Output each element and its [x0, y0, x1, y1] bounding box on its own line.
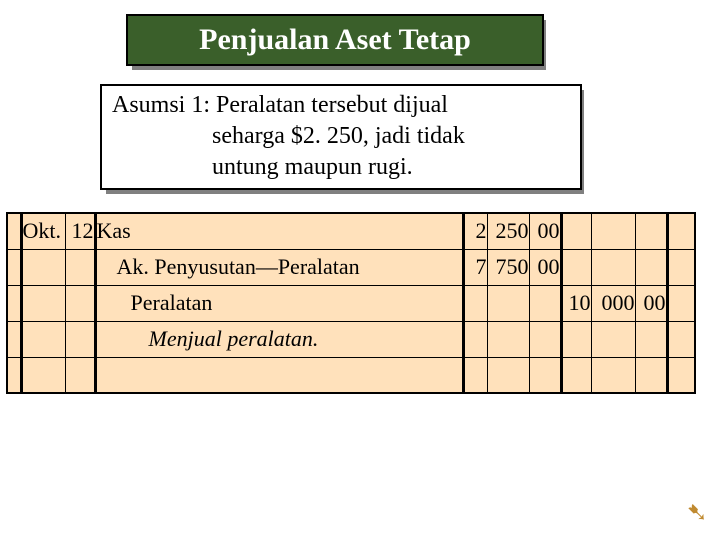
assumption-line2: seharga $2. 250, jadi tidak	[112, 121, 570, 152]
assumption-line1: Asumsi 1: Peralatan tersebut dijual	[112, 90, 570, 121]
table-row: Peralatan1000000	[7, 285, 695, 321]
table-cell	[561, 321, 591, 357]
table-cell	[561, 249, 591, 285]
table-row	[7, 357, 695, 393]
table-cell: 00	[529, 213, 561, 249]
table-cell	[635, 213, 667, 249]
table-cell	[635, 249, 667, 285]
table-cell	[463, 285, 487, 321]
table-cell	[561, 213, 591, 249]
next-arrow-icon: ➷	[686, 498, 708, 528]
assumption-line3: untung maupun rugi.	[112, 152, 570, 183]
table-cell: 10	[561, 285, 591, 321]
table-cell	[667, 249, 695, 285]
table-cell	[667, 285, 695, 321]
assumption-box: Asumsi 1: Peralatan tersebut dijual seha…	[100, 84, 582, 190]
table-row: Okt.12Kas225000	[7, 213, 695, 249]
table-cell	[463, 357, 487, 393]
table-cell	[591, 321, 635, 357]
table-cell: 250	[487, 213, 529, 249]
table-cell	[487, 321, 529, 357]
table-cell: Peralatan	[95, 285, 463, 321]
table-cell	[529, 285, 561, 321]
table-cell	[95, 357, 463, 393]
table-cell	[635, 321, 667, 357]
table-cell: 2	[463, 213, 487, 249]
table-cell: 00	[529, 249, 561, 285]
table-cell	[667, 357, 695, 393]
table-cell	[7, 321, 21, 357]
table-cell: 000	[591, 285, 635, 321]
title-container: Penjualan Aset Tetap	[126, 14, 546, 70]
table-cell: 750	[487, 249, 529, 285]
table-cell: 00	[635, 285, 667, 321]
table-cell	[65, 357, 95, 393]
table-cell	[529, 357, 561, 393]
title-text: Penjualan Aset Tetap	[199, 23, 471, 57]
table-cell	[21, 285, 65, 321]
table-cell	[463, 321, 487, 357]
table-cell	[7, 285, 21, 321]
table-cell	[65, 249, 95, 285]
table-cell	[591, 357, 635, 393]
table-cell	[21, 357, 65, 393]
table-cell	[21, 321, 65, 357]
table-cell: Kas	[95, 213, 463, 249]
table-cell: 12	[65, 213, 95, 249]
assumption-container: Asumsi 1: Peralatan tersebut dijual seha…	[100, 84, 584, 194]
table-cell	[7, 249, 21, 285]
table-cell	[561, 357, 591, 393]
table-cell	[487, 285, 529, 321]
journal-table: Okt.12Kas225000Ak. Penyusutan—Peralatan7…	[6, 212, 696, 394]
table-cell	[667, 213, 695, 249]
table-cell	[7, 213, 21, 249]
table-cell: Ak. Penyusutan—Peralatan	[95, 249, 463, 285]
table-cell	[487, 357, 529, 393]
table-cell	[65, 285, 95, 321]
table-row: Ak. Penyusutan—Peralatan775000	[7, 249, 695, 285]
table-cell	[591, 213, 635, 249]
table-cell	[21, 249, 65, 285]
table-cell	[65, 321, 95, 357]
table-cell: 7	[463, 249, 487, 285]
title-box: Penjualan Aset Tetap	[126, 14, 544, 66]
table-cell: Menjual peralatan.	[95, 321, 463, 357]
table-cell	[635, 357, 667, 393]
table-row: Menjual peralatan.	[7, 321, 695, 357]
table-cell	[667, 321, 695, 357]
table-cell	[591, 249, 635, 285]
table-cell: Okt.	[21, 213, 65, 249]
table-cell	[529, 321, 561, 357]
table-cell	[7, 357, 21, 393]
